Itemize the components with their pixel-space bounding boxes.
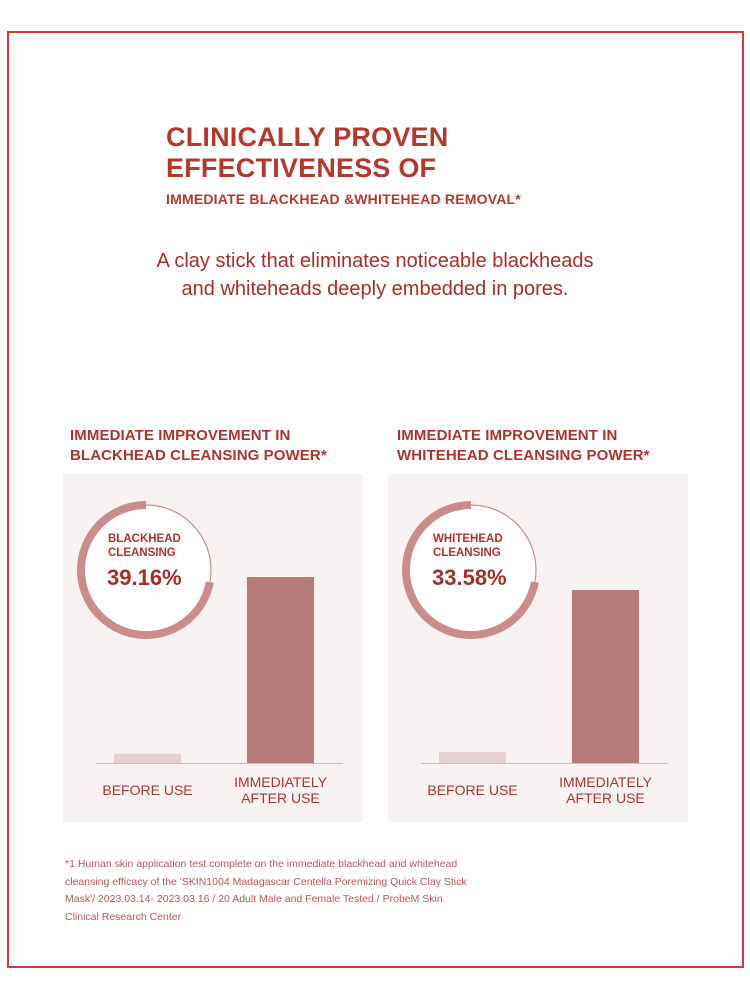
blackhead-bar-after bbox=[247, 577, 314, 763]
blackhead-badge-label-line2: CLEANSING bbox=[108, 547, 176, 559]
blackhead-category-label-after: IMMEDIATELY AFTER USE bbox=[234, 774, 327, 806]
whitehead-bar-after bbox=[572, 590, 639, 763]
blackhead-bar-before bbox=[114, 753, 181, 763]
page-title-line1: CLINICALLY PROVEN bbox=[166, 122, 449, 152]
blackhead-category-label-line: BEFORE USE bbox=[102, 782, 192, 798]
whitehead-bar-before bbox=[439, 751, 506, 763]
title-block: CLINICALLY PROVEN EFFECTIVENESS OF IMMED… bbox=[166, 122, 521, 208]
blackhead-chart-heading-line2: BLACKHEAD CLEANSING POWER* bbox=[70, 447, 327, 464]
blackhead-category-label-before: BEFORE USE bbox=[102, 782, 192, 798]
whitehead-chart: BEFORE USE IMMEDIATELY AFTER USE WHITEHEAD C… bbox=[388, 474, 688, 822]
blackhead-category-label-line: IMMEDIATELY bbox=[234, 774, 327, 790]
whitehead-category-label-before: BEFORE USE bbox=[427, 782, 517, 798]
whitehead-badge-label-line2: CLEANSING bbox=[433, 547, 501, 559]
tagline-line1: A clay stick that eliminates noticeable … bbox=[156, 250, 594, 272]
footnote-line3: Mask'/ 2023.03.14- 2023.03.16 / 20 Adult… bbox=[65, 893, 443, 905]
blackhead-category-label-line: AFTER USE bbox=[241, 790, 320, 806]
tagline-line2: and whiteheads deeply embedded in pores. bbox=[181, 278, 569, 300]
whitehead-chart-heading: IMMEDIATE IMPROVEMENT IN WHITEHEAD CLEAN… bbox=[397, 426, 650, 466]
whitehead-category-label-after: IMMEDIATELY AFTER USE bbox=[559, 774, 652, 806]
whitehead-chart-heading-line2: WHITEHEAD CLEANSING POWER* bbox=[397, 447, 650, 464]
whitehead-category-label-line: BEFORE USE bbox=[427, 782, 517, 798]
tagline: A clay stick that eliminates noticeable … bbox=[0, 247, 750, 303]
whitehead-category-label-line: AFTER USE bbox=[566, 790, 645, 806]
footnote-line1: *1 Human skin application test complete … bbox=[65, 858, 458, 870]
blackhead-badge-label-line1: BLACKHEAD bbox=[108, 533, 181, 545]
page-subtitle: IMMEDIATE BLACKHEAD &WHITEHEAD REMOVAL* bbox=[166, 191, 521, 207]
blackhead-chart: BEFORE USE IMMEDIATELY AFTER USE BLACKHEAD C… bbox=[63, 474, 363, 822]
whitehead-chart-heading-line1: IMMEDIATE IMPROVEMENT IN bbox=[397, 427, 618, 444]
page-title-line2: EFFECTIVENESS OF bbox=[166, 153, 437, 183]
footnote: *1 Human skin application test complete … bbox=[65, 856, 525, 926]
blackhead-chart-panel: BEFORE USE IMMEDIATELY AFTER USE BLACKHEAD C… bbox=[63, 474, 363, 822]
whitehead-badge-value: 33.58% bbox=[432, 565, 507, 590]
blackhead-ring-progress bbox=[77, 501, 215, 639]
footnote-line2: cleansing efficacy of the 'SKIN1004 Mada… bbox=[65, 875, 467, 888]
whitehead-badge-label-line1: WHITEHEAD bbox=[433, 533, 503, 545]
blackhead-chart-heading-line1: IMMEDIATE IMPROVEMENT IN bbox=[70, 427, 291, 444]
whitehead-category-label-line: IMMEDIATELY bbox=[559, 774, 652, 790]
whitehead-ring-progress bbox=[402, 501, 540, 639]
footnote-line4: Clinical Research Center bbox=[65, 910, 182, 923]
blackhead-badge-value: 39.16% bbox=[107, 565, 182, 590]
whitehead-chart-panel: BEFORE USE IMMEDIATELY AFTER USE WHITEHEAD C… bbox=[388, 474, 688, 822]
blackhead-chart-heading: IMMEDIATE IMPROVEMENT IN BLACKHEAD CLEAN… bbox=[70, 426, 327, 466]
